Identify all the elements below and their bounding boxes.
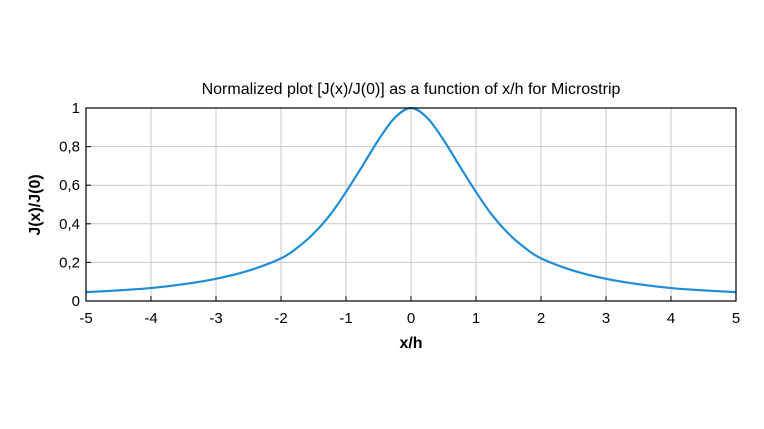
y-tick-label: 0,4 — [59, 216, 80, 233]
x-tick-label: 1 — [472, 310, 480, 327]
y-tick-label: 0,2 — [59, 254, 80, 271]
y-tick-label: 1 — [72, 100, 80, 117]
x-axis: -5 -4 -3 -2 -1 0 1 2 3 4 5 — [79, 296, 740, 327]
x-tick-label: 2 — [537, 310, 545, 327]
chart-title: Normalized plot [J(x)/J(0)] as a functio… — [202, 81, 621, 98]
x-tick-label: -3 — [209, 310, 222, 327]
plot-frame — [85, 107, 737, 302]
y-tick-label: 0 — [72, 293, 80, 310]
y-tick-label: 0,8 — [59, 139, 80, 156]
x-tick-label: 0 — [407, 310, 415, 327]
x-tick-label: -4 — [144, 310, 157, 327]
x-tick-label: -5 — [79, 310, 92, 327]
x-tick-label: 4 — [667, 310, 675, 327]
x-tick-label: 5 — [732, 310, 740, 327]
x-axis-label: x/h — [399, 335, 422, 352]
y-axis-label: J(x)/J(0) — [27, 174, 44, 235]
x-tick-label: -1 — [339, 310, 352, 327]
x-tick-label: -2 — [274, 310, 287, 327]
grid — [85, 107, 737, 302]
y-axis: 0 0,2 0,4 0,6 0,8 1 — [59, 100, 91, 310]
y-tick-label: 0,6 — [59, 177, 80, 194]
x-tick-label: 3 — [602, 310, 610, 327]
